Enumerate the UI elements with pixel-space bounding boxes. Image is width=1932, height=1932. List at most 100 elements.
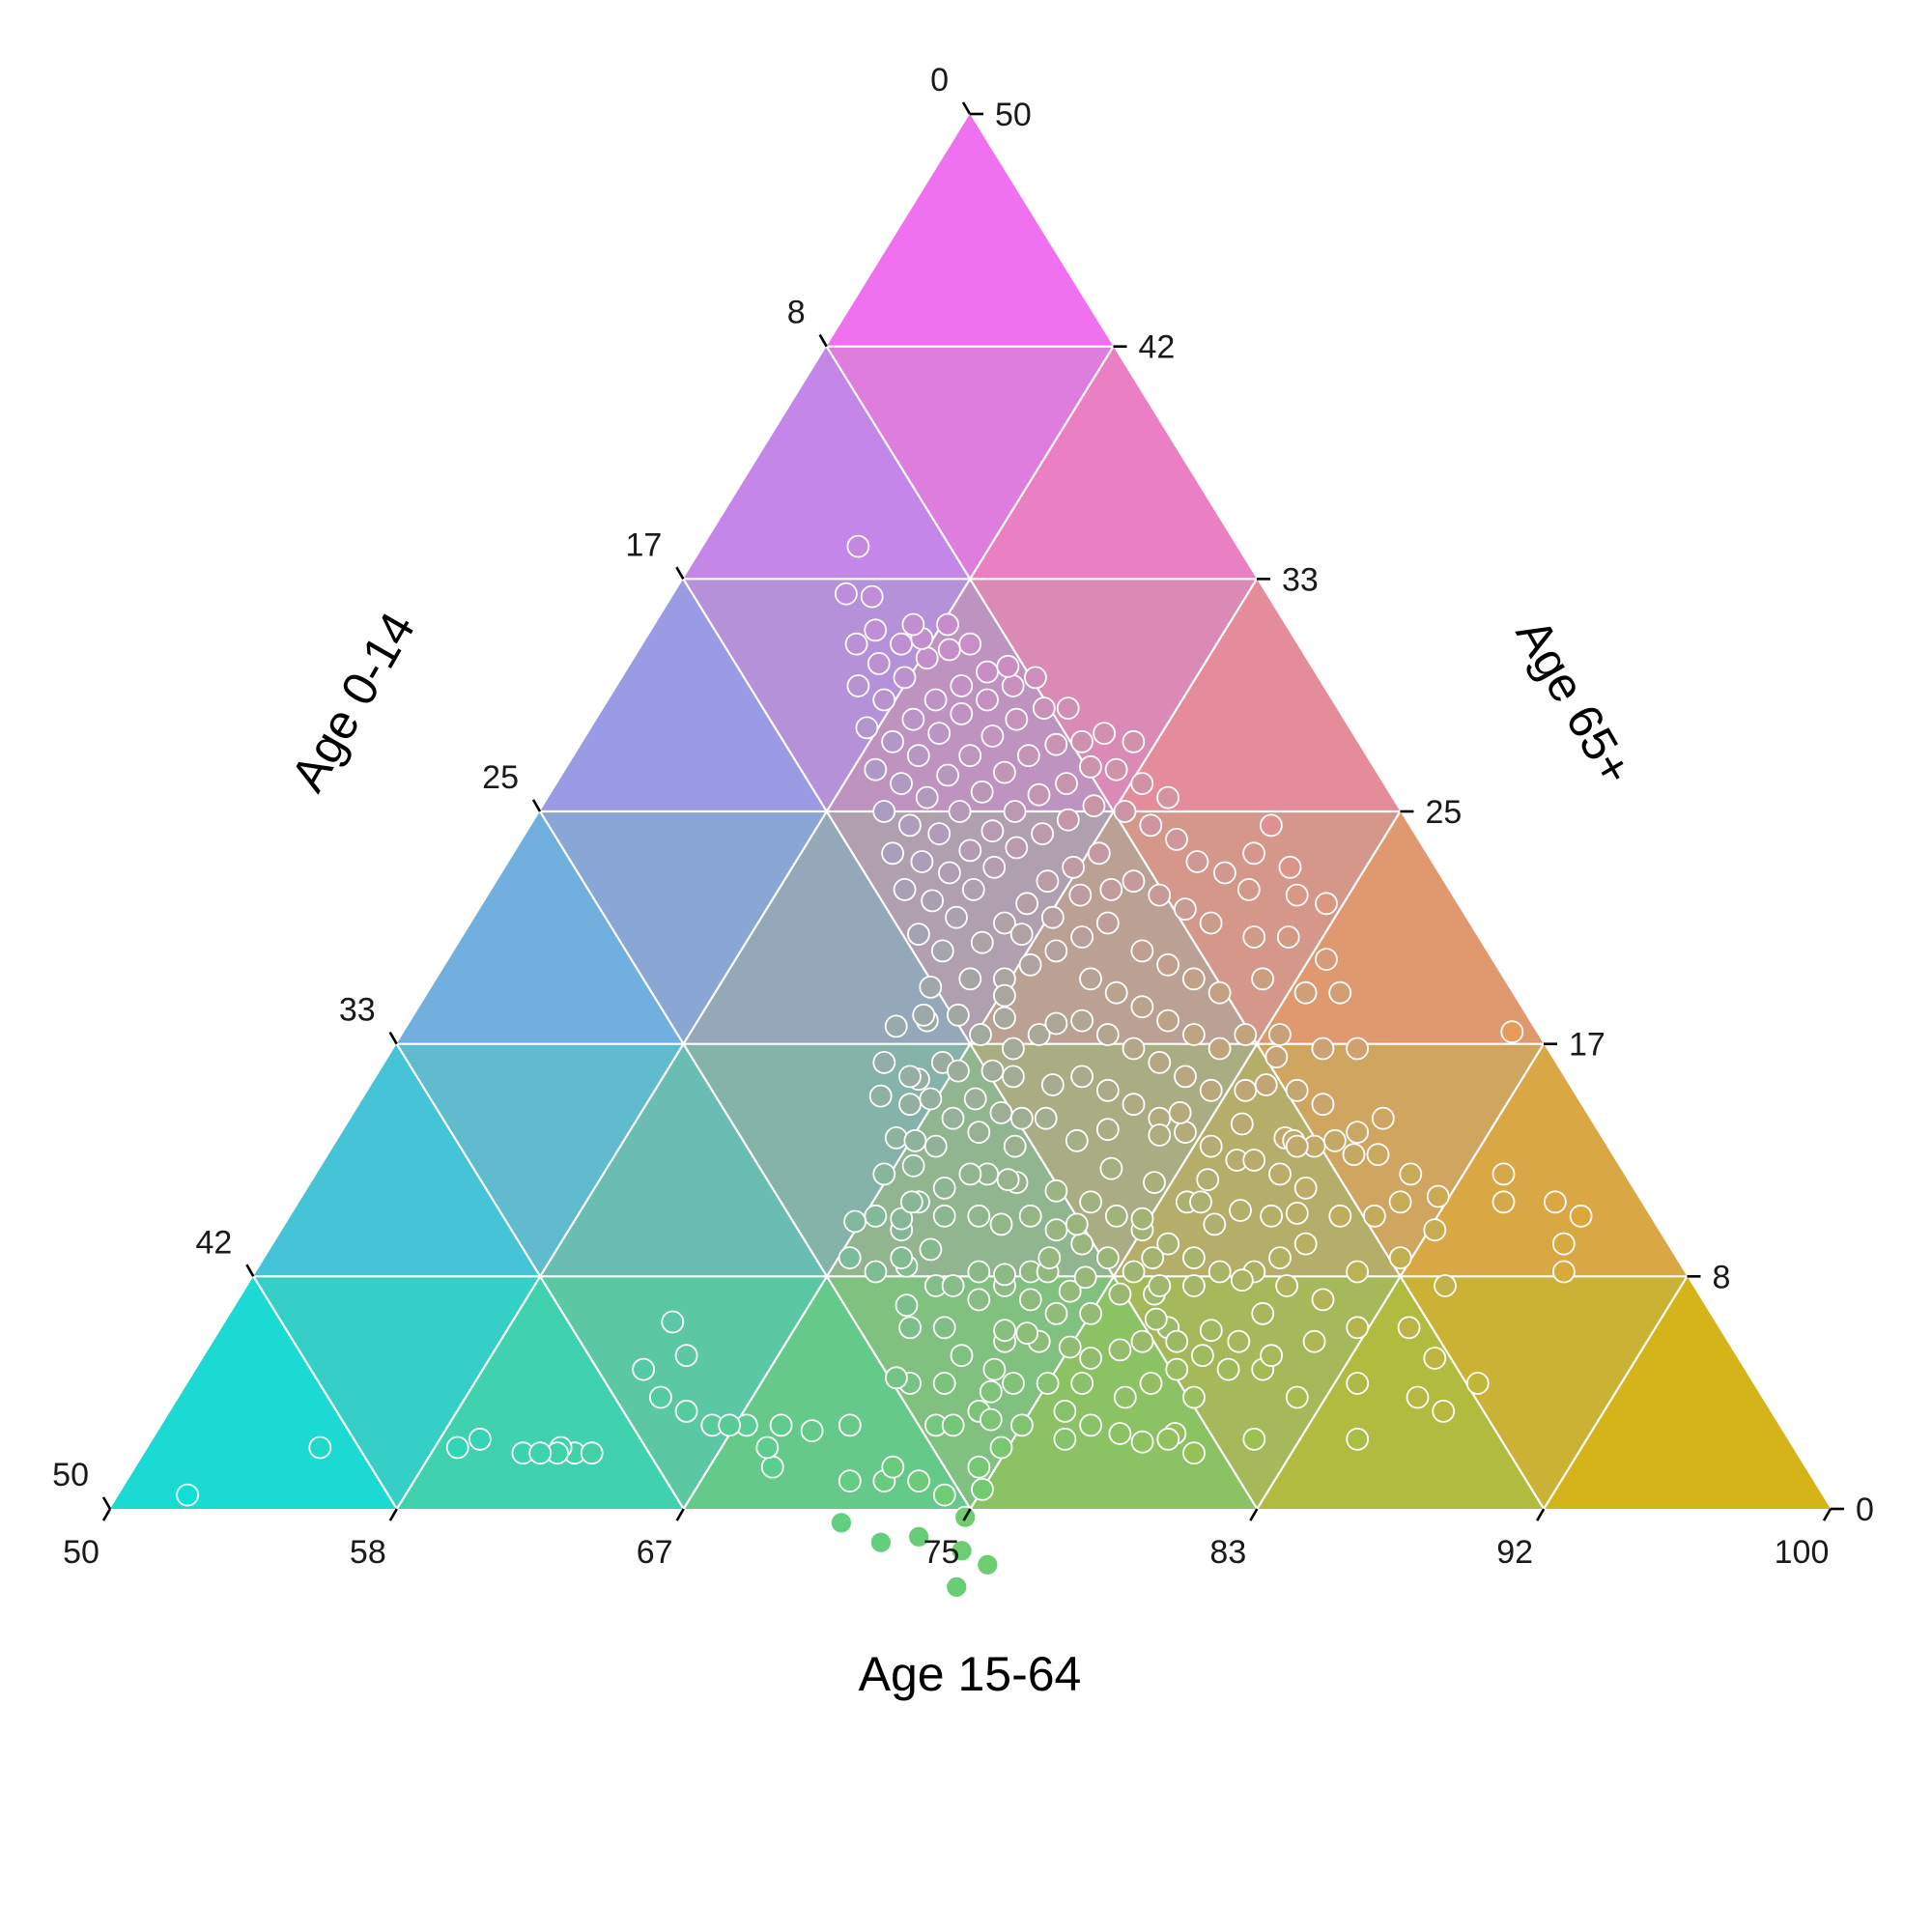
axis-title-bottom: Age 15-64: [859, 1647, 1082, 1701]
data-point: [1079, 1347, 1102, 1370]
data-point: [1040, 905, 1065, 929]
data-point: [1055, 772, 1078, 795]
tick-label-right: 25: [1426, 794, 1463, 831]
data-point: [1015, 1321, 1039, 1345]
tick-label-left: 17: [626, 526, 663, 563]
data-point: [1285, 1202, 1309, 1225]
data-point: [1276, 925, 1300, 949]
data-point: [930, 939, 954, 963]
data-point: [1342, 1143, 1366, 1167]
data-points: [176, 534, 1593, 1599]
data-point: [1551, 1232, 1576, 1256]
data-point: [958, 1162, 982, 1186]
data-point: [1104, 1204, 1128, 1228]
data-point: [867, 652, 891, 675]
data-point: [1036, 869, 1060, 894]
tick-label-bottom: 92: [1496, 1534, 1533, 1571]
data-point: [1122, 1037, 1146, 1061]
background-cell: [540, 1043, 827, 1277]
data-point: [893, 666, 917, 690]
data-point: [872, 1051, 896, 1074]
data-point: [945, 1576, 969, 1599]
data-point: [1018, 1288, 1042, 1312]
data-point: [1315, 948, 1338, 971]
data-point: [1388, 1190, 1412, 1214]
data-point: [950, 1539, 974, 1563]
data-point: [718, 1413, 741, 1437]
data-point: [1009, 923, 1034, 946]
background-cell: [683, 811, 971, 1044]
tick-mark-left: [531, 799, 542, 812]
background-cell: [253, 1043, 541, 1277]
data-point: [963, 1087, 987, 1111]
data-point: [1168, 1101, 1192, 1124]
data-point: [1242, 1149, 1266, 1172]
data-point: [982, 1357, 1007, 1381]
data-point: [1002, 1037, 1025, 1061]
data-point: [881, 841, 904, 866]
data-point: [176, 1483, 200, 1507]
data-point: [969, 1023, 992, 1046]
data-point: [1165, 828, 1188, 851]
tick-label-left: 33: [339, 992, 376, 1029]
data-point: [1037, 1246, 1062, 1269]
data-point: [755, 1435, 780, 1460]
data-point: [1015, 892, 1038, 916]
data-point: [869, 1530, 893, 1554]
data-point: [941, 1413, 965, 1437]
background-cell: [1113, 579, 1401, 811]
data-point: [1016, 744, 1040, 768]
data-point: [661, 1310, 685, 1334]
data-point: [1099, 1156, 1123, 1180]
tick-label-bottom: 67: [637, 1534, 673, 1571]
data-point: [1108, 1422, 1132, 1445]
data-point: [1148, 1274, 1172, 1297]
data-point: [1208, 1260, 1232, 1284]
data-point: [1148, 1123, 1172, 1147]
data-point: [898, 813, 922, 838]
data-point: [907, 923, 930, 946]
data-point: [1070, 729, 1094, 753]
data-point: [1104, 980, 1128, 1005]
data-point: [846, 534, 870, 558]
data-point: [921, 889, 944, 913]
data-point: [1144, 1307, 1168, 1331]
tick-label-left: 42: [196, 1224, 233, 1261]
data-point: [1095, 1023, 1120, 1046]
data-point: [1130, 772, 1154, 795]
data-point: [989, 1435, 1013, 1460]
data-point: [1031, 822, 1054, 845]
data-point: [1002, 1372, 1025, 1395]
data-point: [1148, 883, 1172, 907]
data-point: [1242, 925, 1266, 949]
data-point: [1285, 1385, 1309, 1409]
data-point: [1302, 1329, 1326, 1353]
data-point: [1024, 666, 1047, 690]
data-point: [945, 905, 968, 929]
data-point: [961, 878, 985, 901]
data-point: [1328, 980, 1352, 1005]
data-point: [898, 1065, 922, 1089]
data-point: [937, 638, 961, 662]
data-point: [1065, 1212, 1089, 1236]
data-point: [860, 584, 884, 609]
data-point: [1311, 1288, 1335, 1312]
data-point: [1363, 1204, 1386, 1228]
grid-line: [252, 1275, 398, 1510]
data-point: [632, 1357, 655, 1381]
data-point: [1328, 1204, 1352, 1228]
data-point: [1108, 1338, 1132, 1362]
data-point: [868, 1084, 893, 1108]
data-point: [890, 632, 913, 656]
data-point: [1165, 1329, 1189, 1353]
tick-label-left: 50: [52, 1457, 89, 1493]
data-point: [1053, 1400, 1077, 1423]
data-point: [1260, 813, 1283, 838]
data-point: [932, 1177, 956, 1200]
data-point: [890, 772, 913, 795]
data-point: [1346, 1316, 1370, 1340]
data-point: [1199, 1078, 1223, 1102]
grid-line: [395, 346, 1115, 1510]
data-point: [1236, 878, 1261, 901]
